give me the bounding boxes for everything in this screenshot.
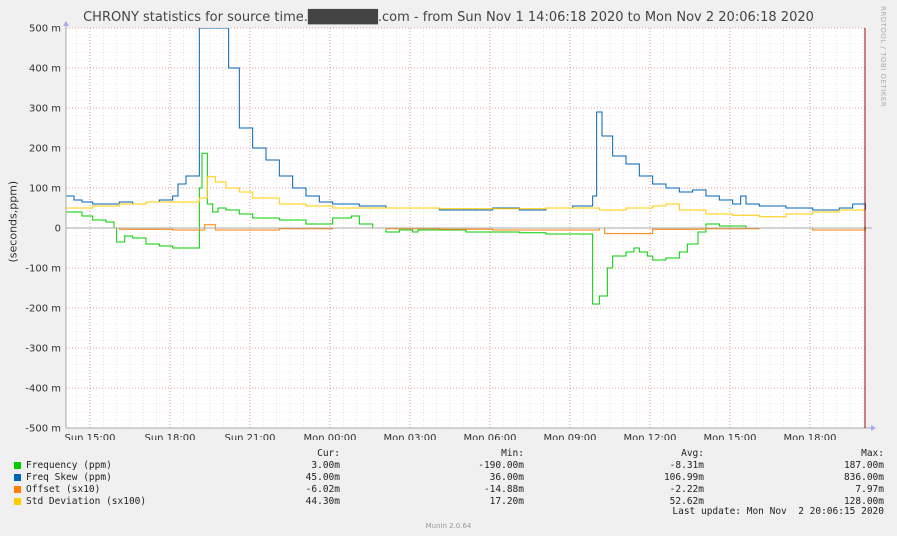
legend-header: Cur: Min: Avg: Max: — [14, 448, 886, 460]
legend-name-frequency: Frequency (ppm) — [26, 460, 112, 471]
munin-version-footer: Munin 2.0.64 — [425, 522, 472, 530]
legend-swatch-std-deviation — [14, 498, 21, 505]
legend-min-frequency: -190.00m — [478, 460, 524, 471]
legend-cur-offset: -6.02m — [305, 484, 340, 495]
y-tick-label: -100 m — [25, 264, 61, 275]
chart-title: CHRONY statistics for source time.██████… — [83, 10, 814, 25]
y-tick-label: 200 m — [29, 144, 61, 155]
y-tick-label: 0 — [55, 224, 61, 235]
legend-swatch-offset — [14, 486, 21, 493]
legend-max-frequency: 187.00m — [843, 460, 884, 471]
series-line-std-deviation-sx100 — [66, 176, 866, 218]
y-tick-label: -200 m — [25, 304, 61, 315]
series-line-offset-sx10 — [66, 224, 866, 235]
legend-row-freq-skew: Freq Skew (ppm) 45.00m 36.00m 106.99m 83… — [14, 472, 886, 484]
legend-avg-std-deviation: 52.62m — [669, 496, 704, 507]
y-tick-label: -300 m — [25, 344, 61, 355]
series-line-frequency-ppm — [66, 152, 866, 305]
y-tick-label: 500 m — [29, 24, 61, 35]
legend-name-std-deviation: Std Deviation (sx100) — [26, 496, 147, 507]
x-tick-label: Mon 00:00 — [303, 433, 356, 440]
legend-name-freq-skew: Freq Skew (ppm) — [26, 472, 112, 483]
y-tick-label: 300 m — [29, 104, 61, 115]
legend-row-std-deviation: Std Deviation (sx100) 44.30m 17.20m 52.6… — [14, 496, 886, 508]
legend-row-offset: Offset (sx10) -6.02m -14.88m -2.22m 7.97… — [14, 484, 886, 496]
legend-header-cur: Cur: — [317, 448, 340, 459]
y-tick-label: -500 m — [25, 424, 61, 435]
y-axis-arrow — [63, 21, 69, 26]
legend-max-freq-skew: 836.00m — [843, 472, 884, 483]
legend: Cur: Min: Avg: Max: Frequency (ppm) 3.00… — [14, 448, 886, 517]
legend-swatch-frequency — [14, 462, 21, 469]
legend-min-std-deviation: 17.20m — [489, 496, 524, 507]
x-tick-label: Mon 15:00 — [703, 433, 756, 440]
x-tick-label: Sun 18:00 — [144, 433, 195, 440]
legend-max-offset: 7.97m — [855, 484, 884, 495]
x-axis-arrow — [871, 425, 876, 431]
x-tick-label: Sun 15:00 — [64, 433, 115, 440]
legend-max-std-deviation: 128.00m — [843, 496, 884, 507]
legend-min-freq-skew: 36.00m — [489, 472, 524, 483]
legend-cur-frequency: 3.00m — [311, 460, 340, 471]
x-tick-label: Mon 03:00 — [383, 433, 436, 440]
legend-avg-offset: -2.22m — [669, 484, 704, 495]
legend-header-max: Max: — [861, 448, 884, 459]
y-tick-label: -400 m — [25, 384, 61, 395]
y-tick-label: 100 m — [29, 184, 61, 195]
legend-avg-freq-skew: 106.99m — [663, 472, 704, 483]
x-tick-label: Mon 12:00 — [623, 433, 676, 440]
last-update: Last update: Mon Nov 2 20:06:15 2020 — [672, 506, 884, 517]
chart-plot: -500 m -400 m -300 m -200 m -100 m 0 100 m 200 … — [25, 21, 876, 440]
legend-name-offset: Offset (sx10) — [26, 484, 101, 495]
y-tick-label: 400 m — [29, 64, 61, 75]
legend-min-offset: -14.88m — [483, 484, 524, 495]
legend-swatch-freq-skew — [14, 474, 21, 481]
legend-cur-freq-skew: 45.00m — [305, 472, 340, 483]
legend-header-min: Min: — [501, 448, 524, 459]
legend-row-frequency: Frequency (ppm) 3.00m -190.00m -8.31m 18… — [14, 460, 886, 472]
rrdtool-watermark: RRDTOOL / TOBI OETIKER — [879, 6, 887, 108]
legend-header-avg: Avg: — [681, 448, 704, 459]
x-tick-label: Mon 09:00 — [543, 433, 596, 440]
x-tick-label: Sun 21:00 — [224, 433, 275, 440]
x-tick-label: Mon 18:00 — [783, 433, 836, 440]
legend-avg-frequency: -8.31m — [669, 460, 704, 471]
x-tick-label: Mon 06:00 — [463, 433, 516, 440]
legend-cur-std-deviation: 44.30m — [305, 496, 340, 507]
